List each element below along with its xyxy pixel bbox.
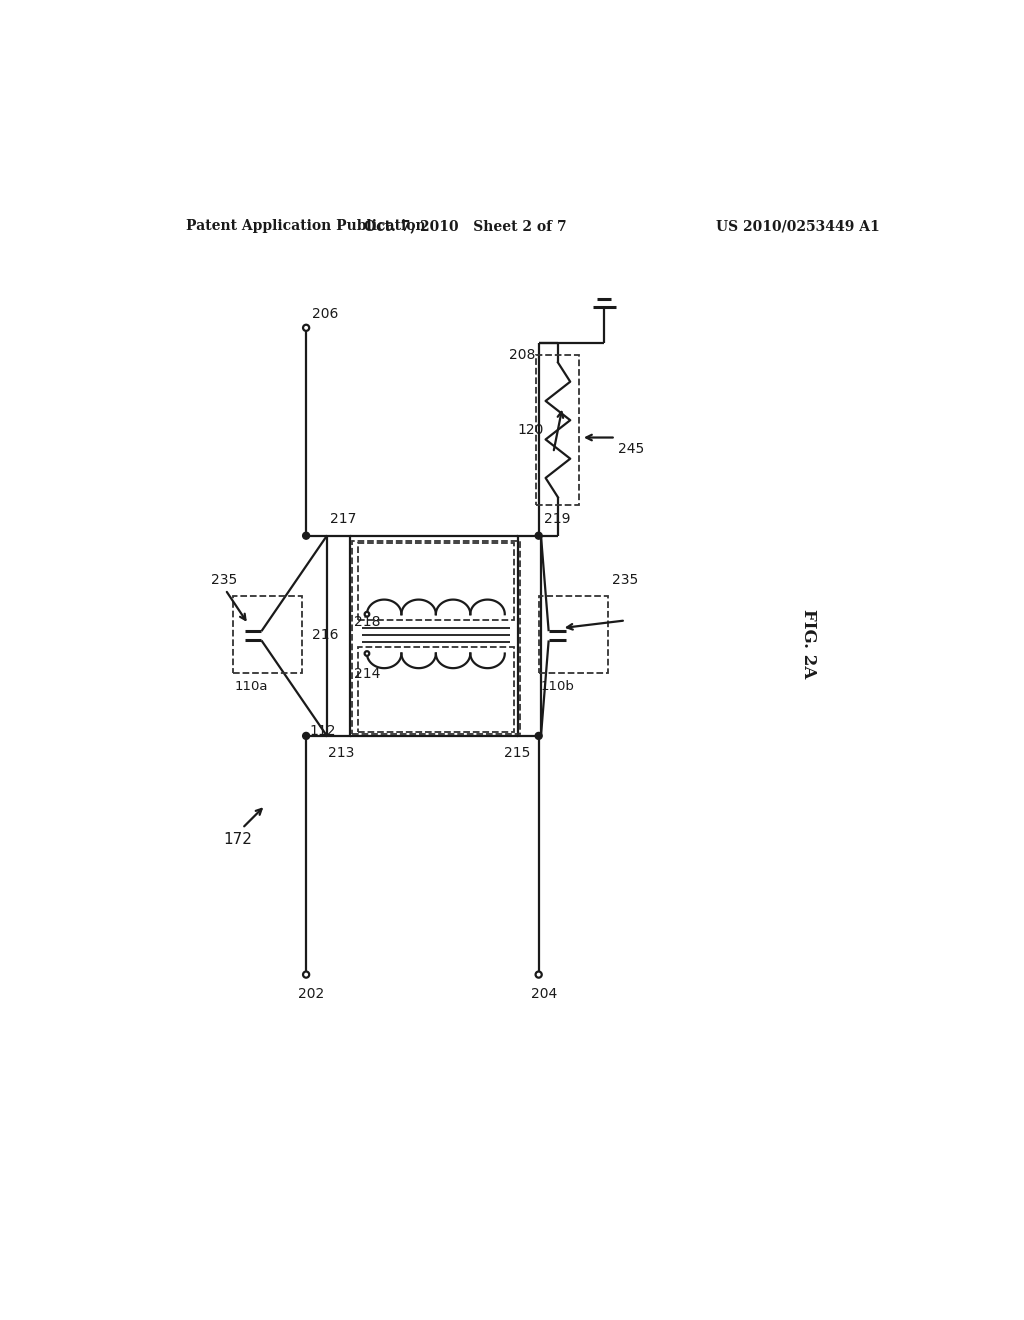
Text: 110b: 110b bbox=[541, 680, 574, 693]
Text: 235: 235 bbox=[211, 573, 238, 587]
Circle shape bbox=[303, 733, 309, 739]
Bar bbox=[233, 595, 302, 673]
Bar bbox=[357, 544, 514, 620]
Bar bbox=[351, 541, 520, 734]
Text: 214: 214 bbox=[354, 668, 380, 681]
Circle shape bbox=[303, 972, 309, 978]
Bar bbox=[357, 647, 514, 733]
Bar bbox=[327, 536, 350, 737]
Text: 120: 120 bbox=[518, 422, 544, 437]
Text: 235: 235 bbox=[611, 573, 638, 587]
Bar bbox=[539, 595, 608, 673]
Circle shape bbox=[536, 532, 542, 539]
Text: 206: 206 bbox=[311, 308, 338, 321]
Text: 213: 213 bbox=[329, 746, 355, 760]
Circle shape bbox=[303, 325, 309, 331]
Text: 219: 219 bbox=[544, 512, 570, 525]
Circle shape bbox=[303, 532, 309, 539]
Text: 215: 215 bbox=[504, 746, 530, 760]
Text: 112: 112 bbox=[309, 723, 336, 738]
Circle shape bbox=[365, 651, 370, 656]
Text: 204: 204 bbox=[531, 987, 557, 1001]
Text: 218: 218 bbox=[354, 615, 380, 628]
Bar bbox=[518, 536, 541, 737]
Text: 245: 245 bbox=[617, 442, 644, 457]
Text: Patent Application Publication: Patent Application Publication bbox=[186, 219, 426, 234]
Text: 172: 172 bbox=[223, 833, 252, 847]
Text: 208: 208 bbox=[509, 347, 536, 362]
Text: US 2010/0253449 A1: US 2010/0253449 A1 bbox=[716, 219, 880, 234]
Text: FIG. 2A: FIG. 2A bbox=[801, 609, 817, 678]
Circle shape bbox=[536, 733, 542, 739]
Text: 202: 202 bbox=[298, 987, 325, 1001]
Text: 216: 216 bbox=[312, 628, 339, 642]
Text: Oct. 7, 2010   Sheet 2 of 7: Oct. 7, 2010 Sheet 2 of 7 bbox=[365, 219, 567, 234]
Bar bbox=[537, 355, 580, 506]
Text: 110a: 110a bbox=[234, 680, 268, 693]
Text: 217: 217 bbox=[330, 512, 356, 525]
Circle shape bbox=[536, 972, 542, 978]
Circle shape bbox=[365, 612, 370, 616]
